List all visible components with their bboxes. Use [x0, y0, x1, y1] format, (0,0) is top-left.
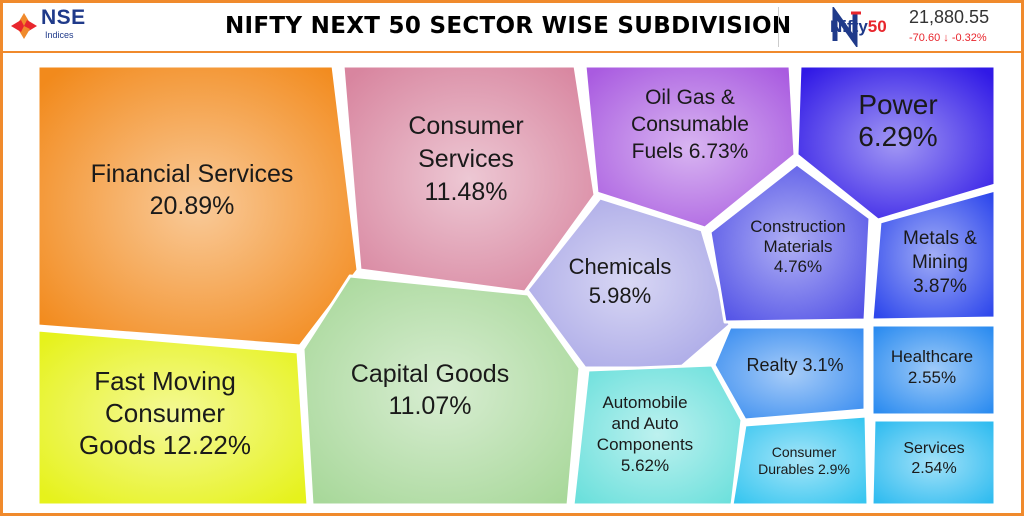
treemap-label-automobile-and-auto-components: Automobile and Auto Components 5.62% [597, 393, 693, 475]
treemap-label-line: Mining [912, 252, 968, 273]
header-bar: NSE Indices NIFTY NEXT 50 SECTOR WISE SU… [3, 3, 1021, 51]
treemap-label-line: 6.29% [858, 121, 937, 152]
treemap-cell-realty [712, 325, 867, 422]
treemap-label-line: Goods 12.22% [79, 430, 251, 460]
treemap-label-line: Durables 2.9% [758, 461, 850, 477]
treemap-label-line: 4.76% [774, 257, 822, 276]
treemap-label-line: Consumer [105, 398, 225, 428]
treemap-cell-capital-goods [301, 274, 582, 507]
treemap-label-line: 3.87% [913, 276, 967, 297]
treemap-label-line: 11.07% [389, 392, 472, 420]
treemap-cell-consumer-services [341, 64, 597, 294]
header-divider [778, 7, 779, 47]
ticker-name-main: Nifty [830, 17, 868, 36]
treemap-cell-fast-moving-consumer-goods [36, 328, 310, 507]
ticker-change: -70.60 ↓ -0.32% [909, 32, 987, 44]
treemap-label-line: Consumer [408, 112, 523, 140]
treemap-label-line: Consumable [631, 113, 749, 136]
nse-logo-text: NSE [41, 6, 86, 29]
nse-logo-subtitle: Indices [45, 30, 74, 40]
treemap-label-line: 20.89% [150, 192, 235, 220]
treemap-label-construction-materials: Construction Materials 4.76% [750, 217, 845, 276]
treemap-label-line: 5.62% [621, 456, 669, 475]
treemap-label-line: Services [903, 440, 964, 457]
treemap-label-line: Fast Moving [94, 366, 236, 396]
ticker-value: 21,880.55 [909, 7, 990, 27]
treemap-label-oil-gas-consumable-fuels: Oil Gas & Consumable Fuels 6.73% [631, 86, 749, 163]
treemap-label-chemicals: Chemicals 5.98% [569, 254, 672, 308]
treemap-label-consumer-services: Consumer Services 11.48% [408, 112, 523, 206]
treemap-label-financial-services: Financial Services 20.89% [91, 160, 294, 220]
ticker-name-accent: 50 [867, 17, 887, 36]
treemap-label-line: and Auto [611, 414, 678, 433]
treemap-label-line: Consumer [772, 444, 837, 460]
treemap-label-line: Realty 3.1% [746, 355, 843, 375]
treemap-label-line: Power [858, 89, 937, 120]
treemap-label-healthcare: Healthcare 2.55% [891, 347, 973, 387]
ticker-change-percent: -0.32% [951, 32, 987, 44]
treemap-cell-metals-mining [870, 188, 997, 322]
treemap-cell-services [870, 418, 997, 507]
logo-petal-icon [11, 20, 24, 32]
nse-logo [11, 13, 37, 39]
treemap-cell-healthcare [870, 323, 997, 417]
treemap-label-capital-goods: Capital Goods 11.07% [351, 360, 509, 420]
treemap-label-power: Power 6.29% [858, 89, 937, 152]
treemap-label-line: 2.54% [911, 460, 956, 477]
treemap-label-line: Services [418, 145, 514, 173]
treemap-label-line: Oil Gas & [645, 86, 735, 109]
treemap-label-line: Automobile [602, 393, 687, 412]
down-arrow-icon: ↓ [943, 32, 949, 44]
ticker-change-points: -70.60 [909, 32, 941, 44]
treemap-label-fast-moving-consumer-goods: Fast Moving Consumer Goods 12.22% [79, 366, 251, 460]
treemap-label-line: Materials [764, 237, 833, 256]
treemap-label-line: 5.98% [589, 283, 651, 308]
treemap-cell-power [795, 64, 997, 222]
treemap-cell-automobile-and-auto-components [571, 363, 744, 507]
treemap-label-line: Healthcare [891, 347, 973, 366]
treemap-label-consumer-durables: Consumer Durables 2.9% [758, 444, 850, 477]
treemap-label-line: 2.55% [908, 368, 956, 387]
treemap-label-line: Components [597, 435, 693, 454]
treemap-label-line: Metals & [903, 228, 977, 249]
treemap-label-line: 11.48% [425, 178, 508, 206]
treemap-cell-consumer-durables [730, 414, 870, 507]
nifty-logo-icon [832, 7, 861, 47]
treemap-label-line: Financial Services [91, 160, 294, 188]
ticker-name: Nifty50 [830, 17, 887, 37]
treemap-label-realty: Realty 3.1% [746, 355, 843, 375]
treemap-label-metals-mining: Metals & Mining 3.87% [903, 228, 977, 297]
treemap-label-line: Chemicals [569, 254, 672, 279]
header-rule [3, 51, 1021, 53]
treemap-cell-oil-gas-consumable-fuels [583, 64, 797, 230]
treemap-label-line: Construction [750, 217, 845, 236]
page-title: NIFTY NEXT 50 SECTOR WISE SUBDIVISION [225, 13, 792, 39]
treemap-label-line: Fuels 6.73% [632, 140, 749, 163]
treemap-label-line: Capital Goods [351, 360, 509, 388]
treemap-label-services: Services 2.54% [903, 440, 964, 477]
treemap-cell-construction-materials [708, 162, 872, 324]
